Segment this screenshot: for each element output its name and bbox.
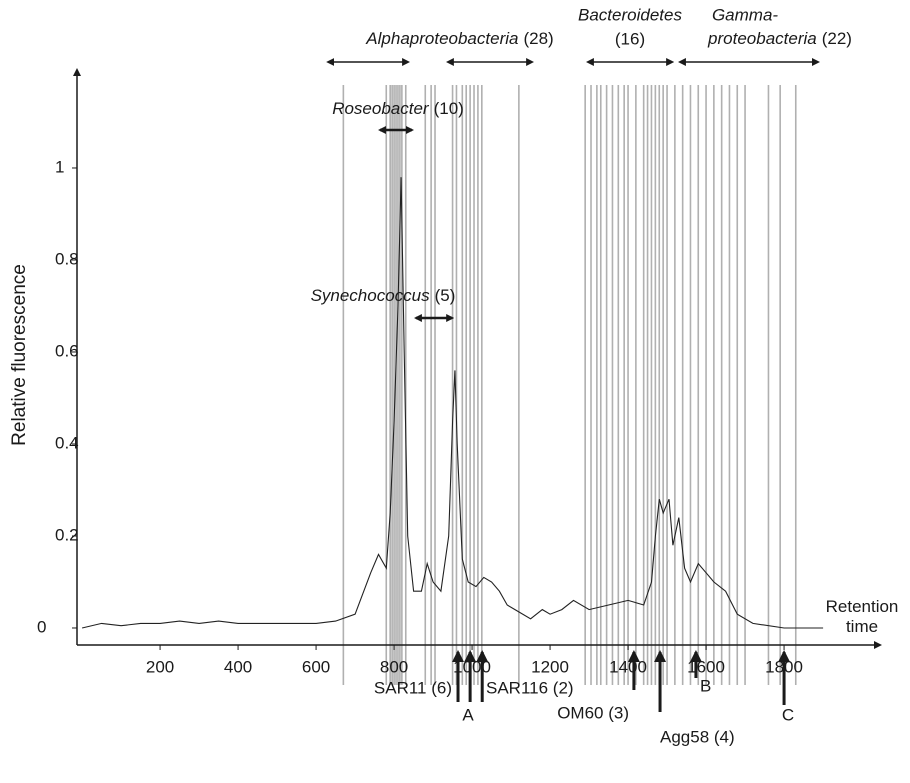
x-tick-label: 800 (380, 657, 408, 676)
x-axis-label: Retention time (826, 597, 899, 636)
y-tick-label: 0 (37, 617, 46, 636)
range-label: Alphaproteobacteria (28) (365, 29, 553, 48)
range-name: Alphaproteobacteria (365, 29, 518, 48)
arrow-label: OM60 (3) (557, 703, 629, 722)
range-count: (28) (523, 29, 553, 48)
x-tick-label: 400 (224, 657, 252, 676)
x-tick-label: 200 (146, 657, 174, 676)
y-axis-label: Relative fluorescence (9, 264, 30, 446)
x-tick-label: 1200 (531, 657, 569, 676)
range-name: Synechococcus (311, 286, 431, 305)
range-name: Gamma- (712, 5, 778, 24)
y-tick-label: 0.8 (55, 249, 79, 268)
x-tick-label: 1400 (609, 657, 647, 676)
arrow-label: Agg58 (4) (660, 727, 735, 746)
y-tick-label: 0.4 (55, 433, 79, 452)
series-line (81, 177, 824, 629)
range-name: Roseobacter (332, 99, 430, 118)
arrow-label: A (462, 705, 474, 724)
x-tick-label: 1600 (687, 657, 725, 676)
range-count: (16) (615, 29, 645, 48)
range-name: proteobacteria (707, 29, 817, 48)
y-tick-label: 1 (55, 157, 64, 176)
arrow-label: SAR116 (2) (486, 678, 574, 697)
arrow-label: B (700, 676, 711, 695)
y-tick-label: 0.6 (55, 341, 79, 360)
arrow-label: SAR11 (6) (374, 678, 452, 697)
range-count: (22) (822, 29, 852, 48)
range-label: proteobacteria (22) (707, 29, 852, 48)
x-tick-label: 600 (302, 657, 330, 676)
marker-lines (342, 85, 797, 685)
range-count: (10) (434, 99, 464, 118)
y-tick-label: 0.2 (55, 525, 79, 544)
range-label: Roseobacter (10) (332, 99, 464, 118)
range-name: Bacteroidetes (578, 5, 682, 24)
arrow-label: C (782, 705, 794, 724)
range-label: Synechococcus (5) (311, 286, 456, 305)
range-count: (5) (435, 286, 456, 305)
